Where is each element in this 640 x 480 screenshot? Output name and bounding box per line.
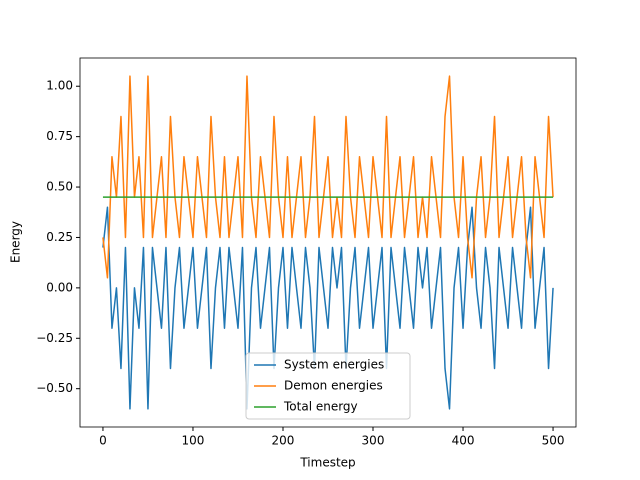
y-tick-label: 0.00 — [46, 280, 73, 294]
legend-label: System energies — [284, 358, 384, 372]
plot-frame — [79, 57, 577, 428]
legend-label: Total energy — [283, 400, 358, 414]
y-tick-label: 0.25 — [46, 230, 73, 244]
y-tick-label: 1.00 — [46, 79, 73, 93]
y-axis-label: Energy — [9, 221, 23, 263]
x-tick-label: 0 — [99, 434, 107, 448]
legend-label: Demon energies — [284, 379, 383, 393]
series-line — [102, 206, 554, 410]
y-tick-label: 0.75 — [46, 129, 73, 143]
series-line — [102, 75, 554, 279]
y-tick-label: −0.25 — [36, 331, 73, 345]
x-axis-label: Timestep — [299, 456, 355, 470]
x-tick-label: 300 — [362, 434, 385, 448]
x-tick-label: 200 — [272, 434, 295, 448]
legend: System energies Demon energies Total energ… — [245, 352, 411, 420]
y-tick-label: 0.50 — [46, 180, 73, 194]
x-tick-label: 400 — [452, 434, 475, 448]
x-tick-label: 500 — [542, 434, 565, 448]
y-tick-label: −0.50 — [36, 381, 73, 395]
x-tick-label: 100 — [182, 434, 205, 448]
legend-box — [245, 352, 411, 420]
